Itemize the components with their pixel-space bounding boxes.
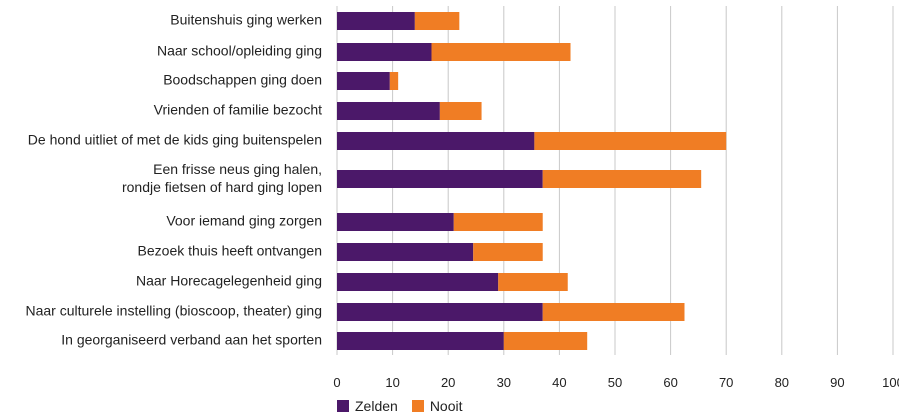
category-label: Voor iemand ging zorgen [166, 213, 322, 229]
x-tick-label: 30 [497, 375, 511, 390]
legend-item-zelden: Zelden [337, 398, 398, 414]
x-tick-label: 0 [333, 375, 340, 390]
bar-nooit [503, 332, 588, 350]
category-label: Buitenshuis ging werken [170, 12, 322, 28]
x-tick-label: 90 [830, 375, 844, 390]
category-label: In georganiseerd verband aan het sporten [61, 332, 322, 348]
x-tick-label: 100 [882, 375, 899, 390]
bar-zelden [337, 332, 504, 350]
category-label-line: rondje fietsen of hard ging lopen [122, 179, 322, 195]
bar-zelden [337, 170, 543, 188]
bar-nooit [473, 243, 543, 261]
category-label: Vrienden of familie bezocht [154, 102, 322, 118]
category-label-line: Een frisse neus ging halen, [153, 161, 322, 177]
legend-label-zelden: Zelden [355, 398, 398, 414]
x-tick-label: 40 [552, 375, 566, 390]
bar-nooit [498, 273, 568, 291]
legend: Zelden Nooit [337, 398, 463, 414]
bar-nooit [542, 170, 702, 188]
bar-zelden [337, 43, 432, 61]
bar-nooit [534, 132, 727, 150]
legend-swatch-nooit [411, 400, 424, 412]
bar-zelden [337, 72, 390, 90]
bar-nooit [453, 213, 543, 231]
legend-label-nooit: Nooit [429, 398, 463, 414]
bar-zelden [337, 303, 543, 321]
category-label: Bezoek thuis heeft ontvangen [138, 243, 322, 259]
x-tick-label: 80 [775, 375, 789, 390]
x-tick-label: 50 [608, 375, 622, 390]
category-label: Een frisse neus ging halen, rondje fietse… [122, 161, 322, 195]
x-tick-label: 10 [385, 375, 399, 390]
bar-zelden [337, 132, 535, 150]
bar-nooit [439, 102, 482, 120]
category-label: Naar culturele instelling (bioscoop, the… [26, 303, 323, 319]
category-label: Boodschappen ging doen [163, 72, 322, 88]
x-tick-label: 70 [719, 375, 733, 390]
category-label: Naar school/opleiding ging [157, 43, 322, 59]
x-tick-label: 20 [441, 375, 455, 390]
category-label: Naar Horecagelegenheid ging [136, 273, 322, 289]
bar-nooit [431, 43, 571, 61]
bar-nooit [414, 12, 460, 30]
x-tick-label: 60 [663, 375, 677, 390]
bar-nooit [542, 303, 685, 321]
bar-zelden [337, 213, 454, 231]
category-label: De hond uitliet of met de kids ging buit… [28, 132, 322, 148]
bar-zelden [337, 243, 474, 261]
legend-item-nooit: Nooit [411, 398, 463, 414]
bar-nooit [389, 72, 399, 90]
bar-zelden [337, 273, 499, 291]
legend-swatch-zelden [337, 400, 349, 412]
bar-zelden [337, 102, 440, 120]
bar-zelden [337, 12, 415, 30]
